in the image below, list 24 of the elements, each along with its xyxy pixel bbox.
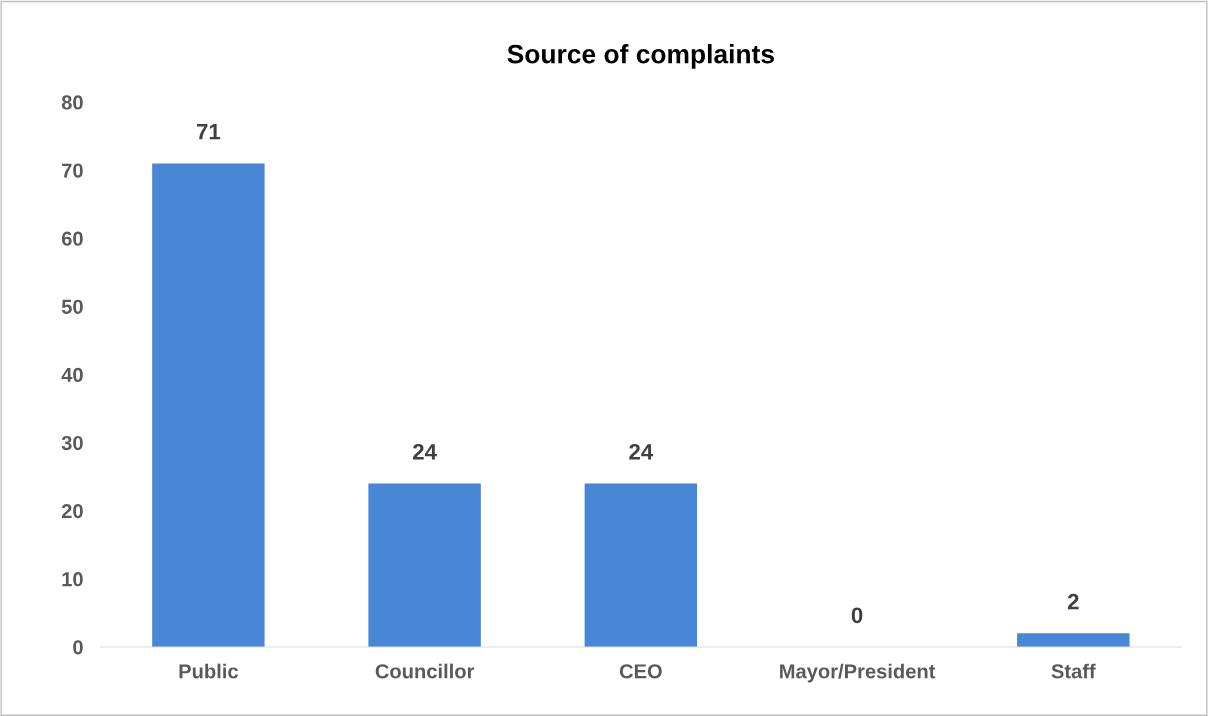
y-tick-label: 10 (62, 572, 83, 587)
y-tick-label: 0 (73, 640, 83, 655)
x-tick-label: CEO (619, 664, 662, 679)
x-tick-label: Councillor (375, 663, 475, 679)
y-tick-label: 60 (61, 231, 83, 246)
y-tick-label: 70 (62, 163, 83, 178)
data-label: 71 (196, 124, 221, 140)
data-label: 24 (629, 443, 654, 460)
x-tick-label: Mayor/President (780, 663, 936, 683)
x-tick-label: Staff (1051, 663, 1096, 679)
y-tick-label: 40 (61, 367, 83, 383)
bar (368, 483, 481, 647)
data-label: 0 (851, 607, 863, 624)
y-tick-label: 50 (61, 299, 83, 314)
y-tick-label: 80 (61, 95, 83, 110)
bar (584, 483, 698, 647)
y-tick-label: 30 (61, 435, 83, 451)
bar (152, 163, 265, 647)
data-label: 24 (413, 443, 437, 460)
y-tick-label: 20 (61, 503, 83, 519)
data-label: 2 (1067, 593, 1079, 610)
bar (1017, 633, 1130, 647)
chart-title: Source of complaints (507, 44, 774, 69)
x-tick-label: Public (179, 663, 239, 679)
